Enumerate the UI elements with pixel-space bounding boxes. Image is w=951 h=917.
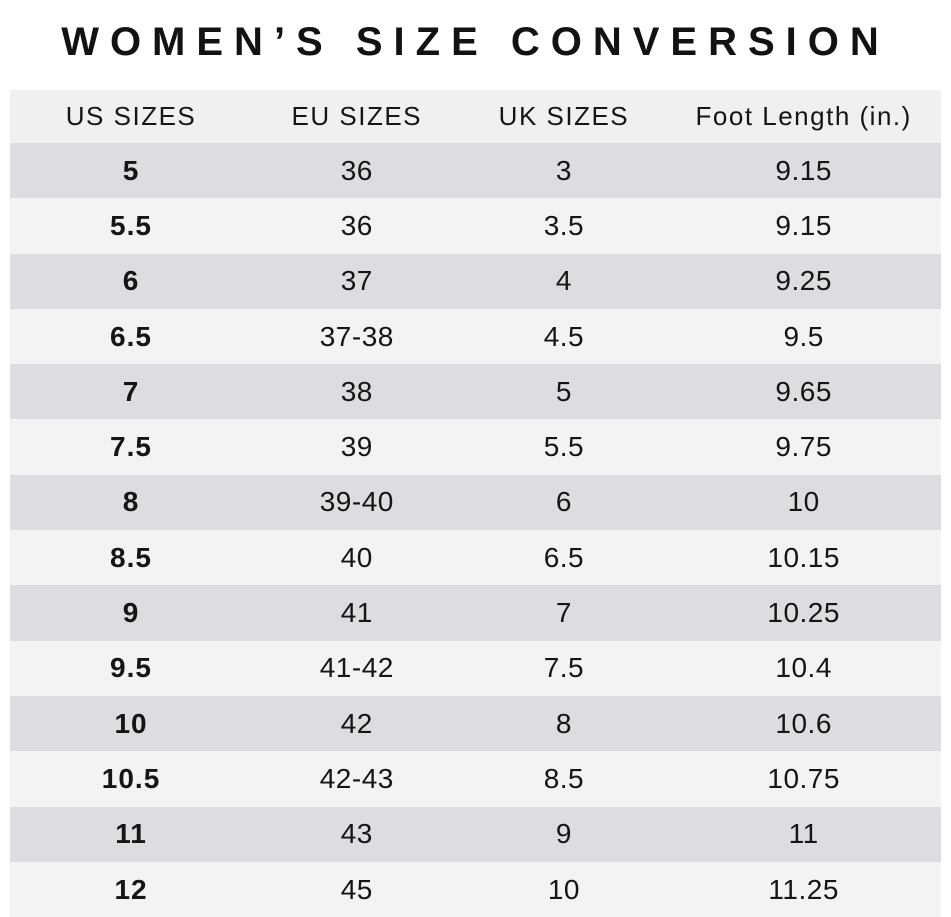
cell-eu-size: 38 <box>252 364 462 420</box>
table-row: 8.5 40 6.5 10.15 <box>10 530 941 586</box>
cell-foot-length: 9.75 <box>666 419 941 475</box>
cell-foot-length: 10.6 <box>666 695 941 752</box>
cell-foot-length: 11 <box>666 806 941 862</box>
cell-uk-size: 9 <box>461 806 667 862</box>
cell-uk-size: 4.5 <box>461 308 667 365</box>
table-row: 5.5 36 3.5 9.15 <box>10 198 941 254</box>
cell-eu-size: 37 <box>252 253 462 309</box>
table-row: 10.5 42-43 8.5 10.75 <box>10 751 941 807</box>
cell-us-size: 12 <box>10 861 253 917</box>
cell-us-size: 11 <box>10 806 253 862</box>
table-row: 7.5 39 5.5 9.75 <box>10 419 941 475</box>
cell-foot-length: 9.15 <box>666 198 941 254</box>
cell-foot-length: 9.65 <box>666 364 941 420</box>
cell-foot-length: 9.15 <box>666 143 941 199</box>
cell-uk-size: 7 <box>461 585 667 641</box>
cell-us-size: 8 <box>10 474 253 531</box>
cell-eu-size: 45 <box>252 861 462 917</box>
cell-foot-length: 11.25 <box>666 861 941 917</box>
cell-eu-size: 36 <box>252 198 462 254</box>
cell-uk-size: 4 <box>461 253 667 309</box>
cell-eu-size: 43 <box>252 806 462 862</box>
cell-foot-length: 10.25 <box>666 585 941 641</box>
table-row: 9 41 7 10.25 <box>10 585 941 641</box>
cell-us-size: 10 <box>10 695 253 752</box>
cell-us-size: 9 <box>10 585 253 641</box>
cell-us-size: 8.5 <box>10 530 253 586</box>
cell-uk-size: 5.5 <box>461 419 667 475</box>
cell-uk-size: 3 <box>461 143 667 199</box>
table-row: 11 43 9 11 <box>10 806 941 862</box>
cell-us-size: 6.5 <box>10 308 253 365</box>
cell-us-size: 5 <box>10 143 253 199</box>
cell-uk-size: 8 <box>461 695 667 752</box>
page-title: WOMEN’S SIZE CONVERSION <box>61 20 890 64</box>
size-conversion-table: US SIZES EU SIZES UK SIZES Foot Length (… <box>10 90 941 917</box>
cell-eu-size: 41-42 <box>252 640 462 696</box>
column-header-eu-sizes: EU SIZES <box>252 90 462 143</box>
cell-uk-size: 6.5 <box>461 530 667 586</box>
cell-foot-length: 10 <box>666 474 941 531</box>
cell-eu-size: 36 <box>252 143 462 199</box>
cell-us-size: 10.5 <box>10 751 253 807</box>
cell-us-size: 9.5 <box>10 640 253 696</box>
cell-eu-size: 39 <box>252 419 462 475</box>
cell-uk-size: 6 <box>461 474 667 531</box>
cell-foot-length: 9.25 <box>666 253 941 309</box>
cell-eu-size: 42 <box>252 695 462 752</box>
table-row: 5 36 3 9.15 <box>10 143 941 199</box>
cell-eu-size: 42-43 <box>252 751 462 807</box>
table-row: 10 42 8 10.6 <box>10 695 941 752</box>
cell-foot-length: 10.75 <box>666 751 941 807</box>
table-row: 6 37 4 9.25 <box>10 253 941 309</box>
table-row: 7 38 5 9.65 <box>10 364 941 420</box>
cell-uk-size: 8.5 <box>461 751 667 807</box>
cell-us-size: 7 <box>10 364 253 420</box>
cell-foot-length: 10.4 <box>666 640 941 696</box>
cell-uk-size: 7.5 <box>461 640 667 696</box>
table-row: 9.5 41-42 7.5 10.4 <box>10 640 941 696</box>
cell-eu-size: 37-38 <box>252 308 462 365</box>
table-row: 8 39-40 6 10 <box>10 474 941 531</box>
cell-us-size: 5.5 <box>10 198 253 254</box>
column-header-foot-length: Foot Length (in.) <box>666 90 941 143</box>
column-header-us-sizes: US SIZES <box>10 90 253 143</box>
table-row: 12 45 10 11.25 <box>10 861 941 917</box>
table-row: 6.5 37-38 4.5 9.5 <box>10 308 941 365</box>
cell-foot-length: 10.15 <box>666 530 941 586</box>
cell-foot-length: 9.5 <box>666 308 941 365</box>
header-row: US SIZES EU SIZES UK SIZES Foot Length (… <box>10 90 941 143</box>
cell-uk-size: 10 <box>461 861 667 917</box>
column-header-uk-sizes: UK SIZES <box>461 90 667 143</box>
cell-uk-size: 3.5 <box>461 198 667 254</box>
size-conversion-table-wrap: US SIZES EU SIZES UK SIZES Foot Length (… <box>10 90 941 917</box>
cell-eu-size: 40 <box>252 530 462 586</box>
cell-eu-size: 39-40 <box>252 474 462 531</box>
cell-us-size: 6 <box>10 253 253 309</box>
cell-us-size: 7.5 <box>10 419 253 475</box>
cell-eu-size: 41 <box>252 585 462 641</box>
cell-uk-size: 5 <box>461 364 667 420</box>
table-header: US SIZES EU SIZES UK SIZES Foot Length (… <box>10 90 941 143</box>
table-body: 5 36 3 9.15 5.5 36 3.5 9.15 6 37 4 9.25 6.5 37-38 4.5 9… <box>10 143 941 917</box>
